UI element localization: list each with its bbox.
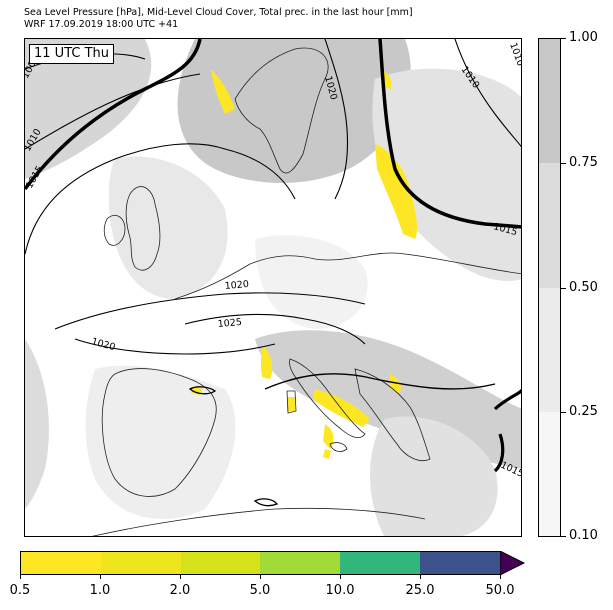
cloud-area-west — [25, 339, 49, 509]
precip-south-italy — [323, 424, 334, 449]
precip-baltic — [375, 144, 418, 239]
cloud-colorbar-tick-label: 0.25 — [569, 404, 598, 419]
precip-colorbar-tick-label: 25.0 — [405, 583, 435, 598]
precip-colorbar-tick — [100, 575, 101, 579]
isobar-label: 1010 — [507, 41, 522, 67]
isobar-label: 1020 — [90, 336, 116, 353]
isobar-1015-thick — [25, 39, 202, 191]
precip-colorbar-tick-label: 5.0 — [249, 583, 271, 598]
precip-colorbar-tick — [20, 575, 21, 579]
weather-map[interactable]: 1005 1010 1015 1020 1010 1015 1020 1020 … — [24, 38, 522, 537]
cloud-area-central — [255, 235, 368, 329]
precipitation-colorbar — [20, 551, 501, 575]
coast-africa — [92, 507, 426, 536]
precip-colorbar-segment — [180, 552, 261, 574]
precip-colorbar-extend-arrow — [500, 551, 526, 575]
cloud-colorbar-segment — [539, 163, 560, 288]
cloud-colorbar-tick — [561, 536, 566, 537]
precip-colorbar-segment — [340, 552, 421, 574]
precip-colorbar-tick-label: 10.0 — [325, 583, 355, 598]
coast-sardinia — [286, 390, 297, 414]
cloud-area-iberia — [85, 365, 236, 519]
title-line-1: Sea Level Pressure [hPa], Mid-Level Clou… — [24, 7, 413, 18]
precip-colorbar-tick — [260, 575, 261, 579]
precip-colorbar-tick — [340, 575, 341, 579]
precip-colorbar-tick — [180, 575, 181, 579]
coast-balkans — [354, 368, 431, 461]
precip-colorbar-tick-label: 50.0 — [485, 583, 515, 598]
cloud-colorbar-tick — [561, 412, 566, 413]
precip-colorbar-tick-label: 0.5 — [9, 583, 31, 598]
coast-britain — [125, 186, 161, 271]
precip-colorbar-tick-label: 2.0 — [169, 583, 191, 598]
map-canvas: 1005 1010 1015 1020 1010 1015 1020 1020 … — [25, 39, 522, 536]
isobar-1020-south — [54, 292, 366, 330]
cloud-area-scandinavia — [177, 39, 411, 183]
coast-continent — [174, 252, 521, 300]
cloud-area-north-atlantic — [25, 39, 152, 179]
coast-italy — [289, 358, 366, 439]
cloud-cover-colorbar — [538, 38, 561, 537]
isobar-label: 1025 — [217, 317, 242, 330]
cloud-colorbar-tick — [561, 163, 566, 164]
title-line-2: WRF 17.09.2019 18:00 UTC +41 — [24, 19, 179, 30]
precip-colorbar-tick — [420, 575, 421, 579]
cloud-colorbar-tick-label: 0.50 — [569, 280, 598, 295]
cloud-area-northeast — [372, 68, 521, 281]
cloud-area-britain — [108, 156, 228, 299]
isobar-africa-small — [253, 498, 279, 507]
coast-ireland — [103, 215, 126, 246]
precip-balkan — [389, 374, 401, 394]
cloud-colorbar-segment — [539, 411, 560, 536]
coast-sicily — [329, 442, 348, 452]
isobar-1020-west — [25, 143, 296, 255]
isobar-1015-southeast — [493, 388, 521, 473]
precip-sardinia — [287, 397, 295, 411]
precip-colorbar-segment — [100, 552, 181, 574]
precip-norway-coast — [211, 69, 235, 114]
coastline-layer — [92, 47, 521, 536]
isobar-label: 1020 — [224, 279, 249, 292]
isobar-1020-iberia — [74, 338, 276, 355]
precip-colorbar-segment — [21, 552, 101, 574]
precip-italy — [313, 389, 370, 427]
precip-colorbar-tick — [500, 575, 501, 579]
isobar-1020-north — [324, 39, 348, 200]
cloud-colorbar-tick-label: 0.10 — [569, 528, 598, 543]
cloud-colorbar-segment — [539, 287, 560, 412]
isobar-1015-east — [378, 39, 521, 229]
precip-colorbar-segment — [260, 552, 341, 574]
isobar-1010-east — [454, 39, 521, 148]
cloud-colorbar-tick-label: 0.75 — [569, 155, 598, 170]
isobar-1010-west — [25, 73, 201, 150]
isobar-spain-small — [188, 386, 217, 395]
cloud-colorbar-tick-label: 1.00 — [569, 30, 598, 45]
cloud-cover-layer — [25, 39, 521, 536]
precip-gulf-lion — [260, 344, 273, 379]
forecast-time-label: 11 UTC Thu — [29, 44, 114, 64]
cloud-area-balkans — [370, 416, 498, 536]
cloud-colorbar-tick — [561, 288, 566, 289]
coast-scandinavia — [234, 47, 329, 174]
cloud-colorbar-tick — [561, 38, 566, 39]
precip-cyrenaica — [323, 449, 331, 459]
cloud-colorbar-segment — [539, 39, 560, 164]
coast-iberia — [101, 368, 217, 497]
isobar-layer — [25, 39, 521, 507]
isobar-1025 — [184, 313, 366, 345]
precip-colorbar-tick-label: 1.0 — [89, 583, 111, 598]
isobar-front-med — [264, 373, 496, 390]
chart-title: Sea Level Pressure [hPa], Mid-Level Clou… — [24, 7, 413, 31]
precip-colorbar-segment — [420, 552, 500, 574]
